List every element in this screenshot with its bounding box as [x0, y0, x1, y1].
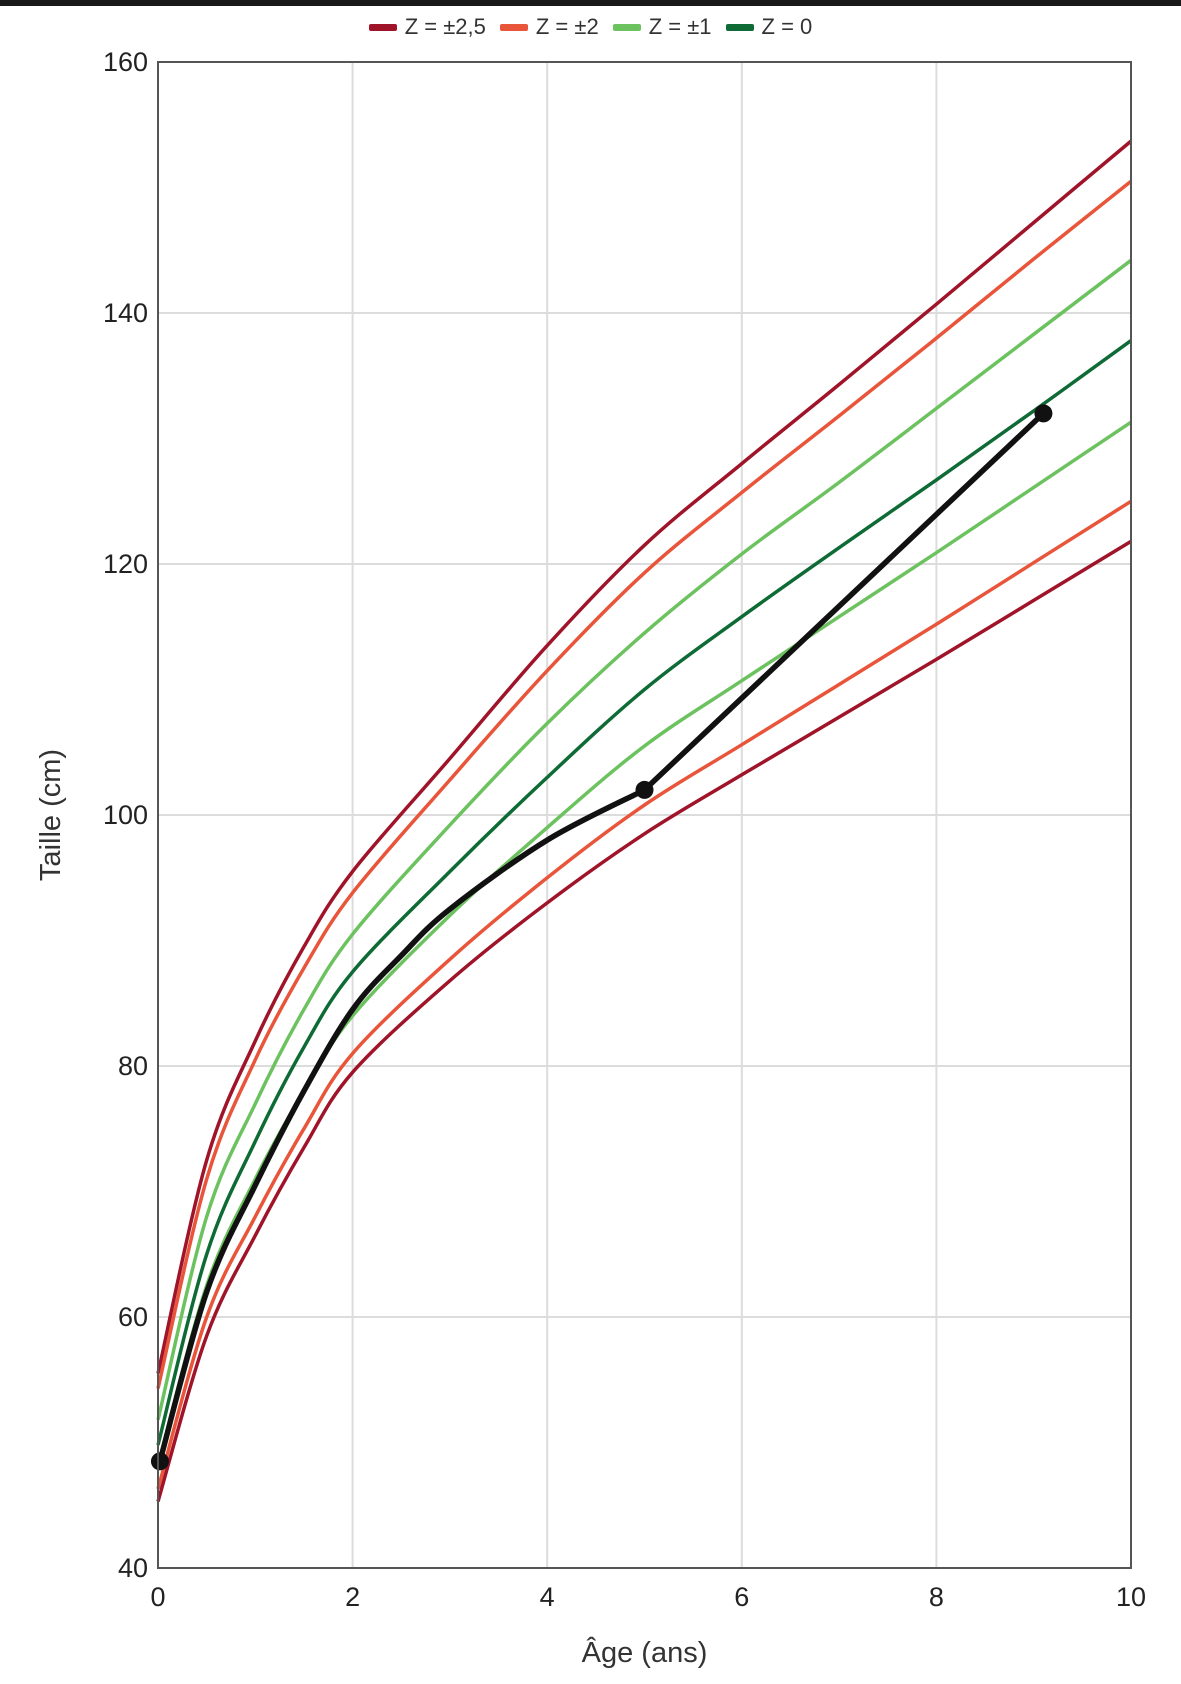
- z-curve-minus-2-5: [156, 539, 1132, 1502]
- x-tick-label: 10: [1116, 1582, 1146, 1612]
- patient-data-point[interactable]: [635, 780, 654, 799]
- y-tick-label: 160: [103, 47, 148, 77]
- x-tick-label: 6: [734, 1582, 749, 1612]
- legend-swatch: [725, 23, 754, 31]
- patient-data-point[interactable]: [150, 1452, 169, 1471]
- y-axis-title: Taille (cm): [35, 749, 67, 881]
- y-tick-label: 60: [118, 1302, 148, 1332]
- x-axis-title: Âge (ans): [582, 1636, 708, 1669]
- legend-label: Z = 0: [761, 14, 813, 39]
- x-tick-label: 0: [150, 1582, 165, 1612]
- y-tick-label: 120: [103, 549, 148, 579]
- grid: [157, 61, 1132, 1569]
- legend-swatch: [499, 23, 528, 31]
- y-tick-label: 140: [103, 298, 148, 328]
- x-tick-label: 8: [929, 1582, 944, 1612]
- plot-area-frame: [157, 61, 1132, 1569]
- legend-label: Z = ±1: [648, 14, 712, 39]
- z-curve-0: [156, 339, 1133, 1446]
- z-curve-plusminus-2-5: [156, 139, 1133, 1374]
- z-curve-plusminus-1: [156, 258, 1133, 1421]
- z-curve-minus-1: [156, 420, 1132, 1469]
- patient-curve: [157, 410, 1047, 1465]
- chart-legend: Z = ±2,5 Z = ±2 Z = ±1 Z = 0: [0, 14, 1181, 40]
- x-tick-label: 2: [345, 1582, 360, 1612]
- legend-item-z-2: Z = ±2: [499, 14, 599, 40]
- z-curve-plusminus-2: [156, 179, 1133, 1389]
- top-bar: [0, 0, 1181, 6]
- legend-swatch: [368, 23, 397, 31]
- y-tick-label: 100: [103, 800, 148, 830]
- tick-labels: 0 2 4 6 8 10 40 60 80 100 120 140 160: [103, 47, 1146, 1612]
- legend-item-z-1: Z = ±1: [612, 14, 712, 40]
- z-curve-minus-2: [156, 499, 1132, 1490]
- legend-label: Z = ±2: [535, 14, 599, 39]
- x-tick-label: 4: [540, 1582, 555, 1612]
- y-tick-label: 40: [118, 1553, 148, 1583]
- legend-item-z-0: Z = 0: [725, 14, 813, 40]
- patient-data-point[interactable]: [1034, 404, 1053, 423]
- legend-label: Z = ±2,5: [404, 14, 486, 39]
- legend-swatch: [612, 23, 641, 31]
- patient-growth-curve: [150, 404, 1053, 1471]
- legend-item-z-2-5: Z = ±2,5: [368, 14, 486, 40]
- z-score-curves: [156, 139, 1133, 1502]
- y-tick-label: 80: [118, 1051, 148, 1081]
